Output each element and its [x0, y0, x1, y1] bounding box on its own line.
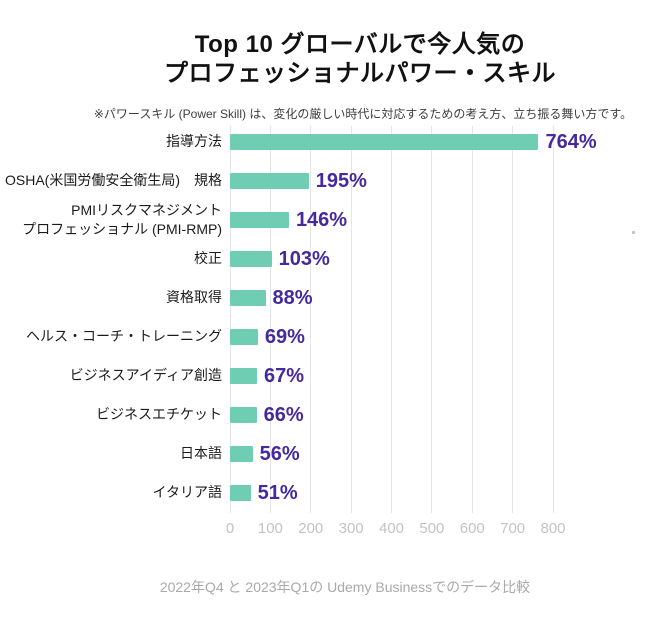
category-label: 指導方法 — [166, 133, 222, 149]
x-axis-tick-label: 300 — [338, 520, 364, 537]
value-label: 146% — [295, 208, 348, 231]
category-label: ビジネスエチケット — [96, 406, 222, 422]
value-label: 88% — [272, 286, 313, 309]
value-label: 51% — [257, 481, 298, 504]
x-axis-tick-label: 500 — [419, 520, 445, 537]
value-label: 195% — [315, 169, 367, 192]
gridline — [471, 126, 473, 513]
x-axis-tick-label: 0 — [225, 520, 235, 537]
chart-note: ※パワースキル (Power Skill) は、変化の厳しい時代に対応するための… — [93, 107, 633, 121]
category-label: ビジネスアイディア創造 — [69, 367, 222, 383]
chart-title-line2: プロフェッショナルパワー・スキル — [164, 60, 556, 87]
value-label: 103% — [278, 247, 330, 270]
x-axis-tick-label: 600 — [459, 520, 485, 537]
category-label: 資格取得 — [166, 289, 222, 305]
bar — [230, 367, 258, 384]
bar — [230, 406, 257, 423]
value-label: 56% — [259, 442, 300, 465]
category-label: 日本語 — [180, 445, 222, 461]
x-axis-tick-label: 400 — [378, 520, 405, 537]
gridline — [269, 126, 271, 513]
value-label: 69% — [264, 325, 305, 348]
gridline — [350, 126, 352, 513]
x-axis-tick-label: 800 — [540, 520, 566, 537]
bar — [230, 445, 253, 462]
gridline — [552, 126, 554, 513]
category-label: PMIリスクマネジメント プロフェッショナル (PMI-RMP) — [22, 201, 222, 237]
gridline — [431, 126, 433, 513]
value-label: 67% — [264, 364, 305, 387]
x-axis-tick-label: 700 — [500, 520, 526, 537]
chart-title-line1: Top 10 グローバルで今人気の — [194, 31, 526, 58]
bar — [230, 211, 289, 228]
category-label: イタリア語 — [152, 484, 222, 500]
value-label: 66% — [263, 403, 304, 426]
bar — [230, 484, 251, 501]
chart-title: Top 10 グローバルで今人気の プロフェッショナルパワー・スキル — [70, 30, 650, 88]
bar — [230, 328, 258, 345]
gridline — [310, 126, 312, 513]
bar — [230, 250, 272, 267]
chart-footer: 2022年Q4 と 2023年Q1の Udemy Businessでのデータ比較 — [159, 579, 531, 595]
bar — [230, 133, 539, 150]
x-axis-tick-label: 100 — [257, 520, 283, 537]
bar — [230, 172, 309, 189]
bar — [230, 289, 266, 306]
value-label: 764% — [545, 130, 597, 153]
stray-dot — [632, 231, 635, 234]
category-label: ヘルス・コーチ・トレーニング — [26, 328, 222, 344]
gridline — [391, 126, 392, 513]
gridline — [229, 126, 231, 513]
category-label: OSHA(米国労働安全衛生局) 規格 — [5, 172, 222, 188]
category-label: 校正 — [194, 250, 222, 266]
gridline — [512, 126, 514, 513]
x-axis-tick-label: 200 — [298, 520, 324, 537]
